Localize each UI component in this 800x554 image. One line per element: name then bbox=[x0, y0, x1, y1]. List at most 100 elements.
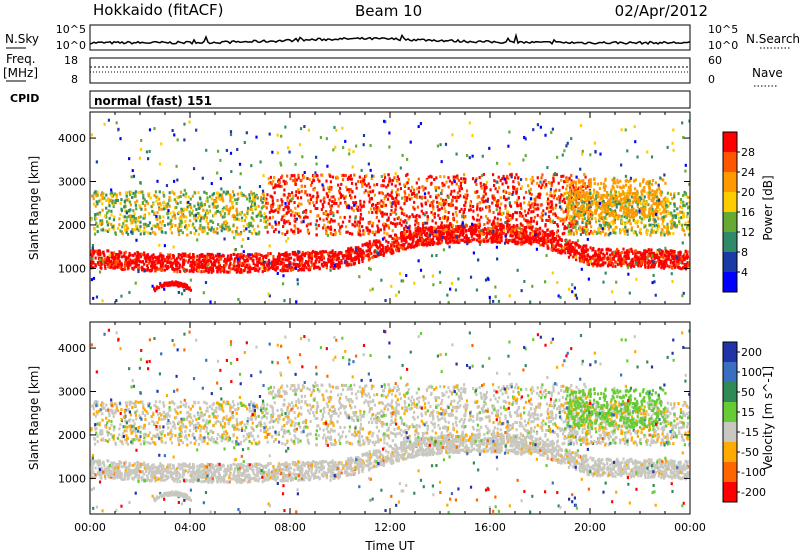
power-cell bbox=[201, 266, 204, 270]
power-cell bbox=[607, 203, 610, 207]
power-cell bbox=[497, 212, 500, 216]
power-cell bbox=[515, 173, 518, 177]
power-cell bbox=[548, 240, 551, 244]
power-cell bbox=[439, 237, 442, 241]
power-cell bbox=[344, 200, 347, 204]
power-cell bbox=[452, 227, 455, 231]
power-cell bbox=[123, 251, 126, 255]
power-cell bbox=[236, 213, 239, 217]
power-cell bbox=[677, 254, 680, 258]
power-cell bbox=[282, 269, 285, 273]
power-cell bbox=[615, 261, 618, 265]
power-cell bbox=[681, 261, 684, 265]
power-cell bbox=[253, 203, 257, 207]
power-cell bbox=[515, 226, 519, 230]
power-cell bbox=[327, 257, 330, 261]
power-cell bbox=[515, 230, 519, 234]
power-cell bbox=[510, 231, 513, 235]
power-cell bbox=[139, 206, 142, 210]
power-cell bbox=[276, 265, 279, 269]
power-cell bbox=[389, 201, 392, 205]
power-cell bbox=[431, 242, 435, 246]
power-cell bbox=[268, 181, 271, 185]
power-cell bbox=[427, 191, 430, 195]
power-cell bbox=[604, 233, 607, 237]
power-cell bbox=[193, 260, 196, 264]
power-cell bbox=[208, 227, 211, 231]
power-cell bbox=[313, 254, 317, 258]
power-cell bbox=[229, 193, 232, 197]
noise-right-label: N.Search bbox=[746, 32, 800, 46]
power-cell bbox=[494, 187, 497, 191]
power-cell bbox=[649, 265, 652, 269]
power-cell bbox=[175, 257, 179, 261]
power-cell bbox=[397, 193, 401, 197]
power-cell bbox=[542, 180, 545, 184]
power-cell bbox=[564, 178, 568, 182]
power-cell bbox=[227, 225, 230, 229]
power-cell bbox=[133, 265, 136, 269]
power-cell bbox=[277, 180, 280, 184]
power-cell bbox=[330, 207, 333, 211]
power-cell bbox=[261, 270, 264, 274]
power-cell bbox=[131, 232, 134, 236]
power-cell bbox=[266, 253, 270, 257]
power-cell bbox=[306, 228, 310, 232]
power-cell bbox=[662, 260, 665, 264]
power-cell bbox=[345, 263, 348, 267]
power-cell bbox=[414, 243, 417, 247]
power-cell bbox=[541, 173, 544, 177]
power-cell bbox=[458, 238, 461, 242]
power-cell bbox=[483, 239, 486, 243]
power-cell bbox=[544, 231, 547, 235]
power-cell bbox=[464, 228, 467, 232]
power-cell bbox=[405, 229, 409, 233]
power-cell bbox=[438, 216, 441, 220]
power-cell bbox=[686, 256, 689, 260]
power-cell bbox=[328, 220, 331, 224]
power-cell bbox=[673, 204, 676, 208]
power-cell bbox=[277, 206, 281, 210]
power-cell bbox=[412, 215, 415, 219]
power-cell bbox=[415, 234, 418, 238]
power-cell bbox=[646, 261, 649, 265]
power-cell bbox=[583, 254, 586, 258]
power-cell bbox=[283, 214, 286, 218]
power-cell bbox=[443, 175, 446, 179]
power-cell bbox=[131, 266, 134, 270]
power-cell bbox=[293, 174, 296, 178]
power-cell bbox=[339, 226, 342, 230]
power-cell bbox=[457, 224, 460, 228]
power-cell bbox=[684, 221, 687, 225]
power-cell bbox=[636, 251, 639, 255]
power-cell bbox=[416, 205, 419, 209]
power-cell bbox=[471, 225, 474, 229]
power-cell bbox=[528, 200, 531, 204]
power-cell bbox=[570, 204, 573, 208]
power-cell bbox=[682, 266, 685, 270]
power-cell bbox=[226, 254, 230, 258]
power-cell bbox=[478, 218, 481, 222]
power-cell bbox=[408, 224, 411, 228]
power-cell bbox=[531, 202, 534, 206]
power-cell bbox=[550, 238, 553, 242]
power-cell bbox=[357, 205, 360, 209]
power-cell bbox=[433, 212, 437, 216]
power-cell bbox=[518, 230, 521, 234]
power-cell bbox=[171, 222, 174, 226]
power-cell bbox=[345, 252, 348, 256]
power-cell bbox=[619, 258, 623, 262]
power-cell bbox=[372, 221, 375, 225]
power-cell bbox=[255, 257, 258, 261]
power-cell bbox=[288, 252, 291, 256]
power-cell bbox=[195, 258, 199, 262]
power-cell bbox=[538, 226, 542, 230]
power-cell bbox=[139, 260, 142, 264]
power-cell bbox=[469, 208, 472, 212]
power-cell bbox=[357, 180, 360, 184]
power-cell bbox=[377, 226, 380, 230]
power-cell bbox=[147, 223, 150, 227]
power-cell bbox=[488, 205, 491, 209]
power-cell bbox=[174, 259, 177, 263]
power-cell bbox=[665, 199, 668, 203]
